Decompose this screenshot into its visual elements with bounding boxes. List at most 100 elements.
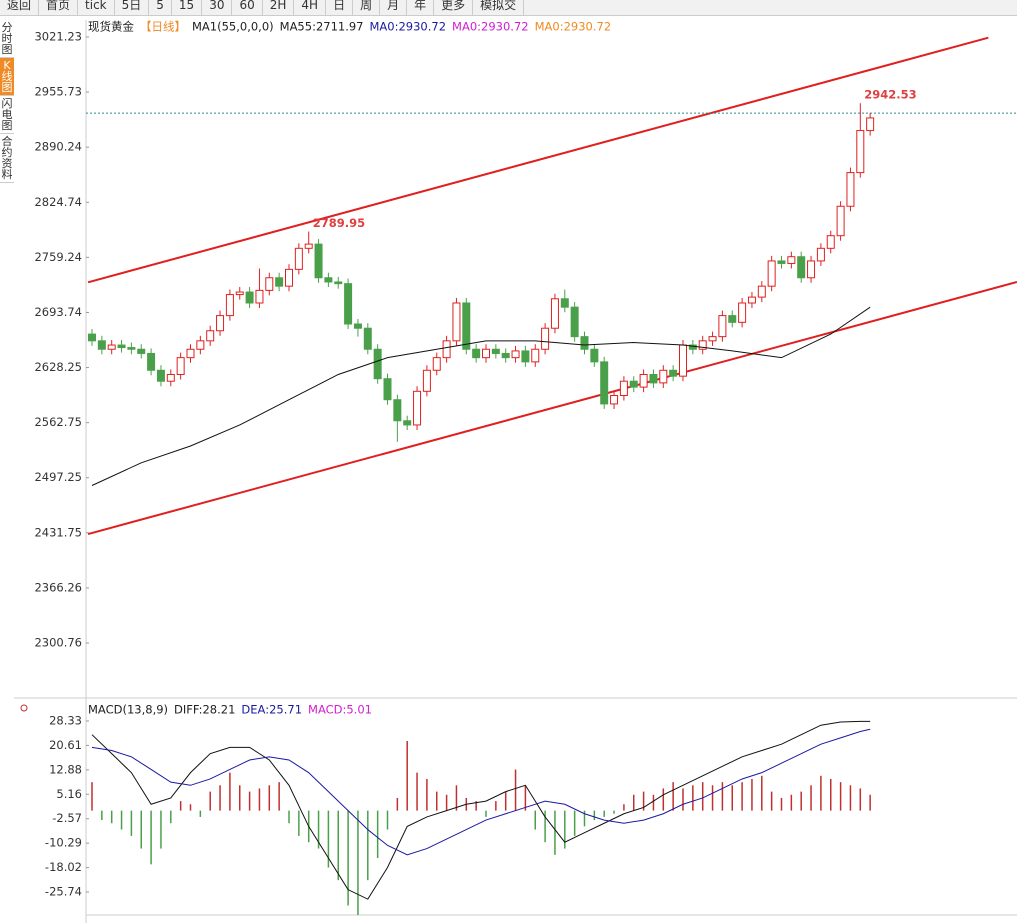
candle-body <box>659 369 668 384</box>
candle-body <box>225 294 234 317</box>
candle-body <box>442 340 451 359</box>
side-tab[interactable]: 闪电图 <box>0 97 14 134</box>
y-tick-label: 20.61 <box>49 738 82 752</box>
y-tick-label: 2824.74 <box>34 195 82 209</box>
toolbar-button[interactable]: 月 <box>380 0 408 15</box>
toolbar-button[interactable]: 模拟交 <box>473 0 525 15</box>
legend-text: DIFF:28.21 <box>174 703 235 717</box>
candle-body <box>334 281 343 285</box>
side-tab[interactable]: K线图 <box>0 58 14 96</box>
candle-body <box>393 399 402 422</box>
candle-body <box>639 373 648 388</box>
y-tick-label: -18.02 <box>45 860 82 874</box>
candle-body <box>856 130 865 174</box>
candle-body <box>422 369 431 392</box>
candle-body <box>413 390 422 426</box>
toolbar-button[interactable]: 5 <box>149 0 172 15</box>
candle-body <box>679 344 687 377</box>
toolbar-button[interactable]: 首页 <box>39 0 79 15</box>
side-tab[interactable]: 分时图 <box>0 21 14 58</box>
candle-body <box>708 336 717 342</box>
legend-text: 现货黄金 <box>88 20 134 34</box>
candle-body <box>521 350 530 363</box>
candle-body <box>127 347 136 350</box>
candle-body <box>570 306 579 338</box>
toolbar-button[interactable]: 更多 <box>434 0 474 15</box>
y-tick-label: -10.29 <box>45 836 82 850</box>
candle-body <box>432 357 441 371</box>
toolbar-button[interactable]: 15 <box>172 0 203 15</box>
candle-body <box>501 352 510 359</box>
candle-body <box>166 373 175 382</box>
candle-body <box>511 350 520 359</box>
candle-body <box>718 315 727 338</box>
candle-body <box>757 285 766 298</box>
high-label: 2942.53 <box>864 88 916 102</box>
trendline <box>87 36 989 284</box>
candle-body <box>531 348 540 363</box>
candle-body <box>669 369 678 377</box>
toolbar-button[interactable]: 5日 <box>115 0 150 15</box>
candle-body <box>304 243 313 249</box>
toolbar-button[interactable]: 4H <box>294 0 327 15</box>
candle-body <box>816 247 825 262</box>
candle-body <box>728 315 737 323</box>
candle-body <box>452 302 461 342</box>
legend-text: MACD(13,8,9) <box>88 703 168 717</box>
legend-text: MA0:2930.72 <box>452 20 529 34</box>
y-tick-label: 3021.23 <box>34 30 82 44</box>
candle-body <box>619 380 628 397</box>
legend-text: 【日线】 <box>140 20 186 34</box>
toolbar-button[interactable]: 周 <box>353 0 381 15</box>
candle-body <box>866 117 875 132</box>
candle-body <box>738 302 747 323</box>
y-tick-label: 12.88 <box>49 762 82 776</box>
candle-body <box>353 323 362 329</box>
candle-body <box>747 296 756 304</box>
y-tick-label: -25.74 <box>45 885 82 899</box>
y-tick-label: 2562.75 <box>34 415 82 429</box>
candle-body <box>472 348 481 359</box>
candle-body <box>600 361 609 405</box>
candle-body <box>176 357 185 375</box>
y-tick-label: 2366.26 <box>34 580 82 594</box>
toolbar-button[interactable]: tick <box>78 0 115 15</box>
toolbar-button[interactable]: 60 <box>232 0 263 15</box>
candle-body <box>541 327 550 350</box>
side-tab[interactable]: 合约资料 <box>0 135 14 183</box>
candle-body <box>797 256 806 279</box>
candle-body <box>186 348 195 359</box>
toolbar-button[interactable]: 返回 <box>0 0 40 15</box>
side-tabs: 分时图 K线图 闪电图 合约资料 <box>0 20 14 183</box>
candle-body <box>275 277 284 287</box>
candle-body <box>156 369 165 382</box>
diff-line <box>91 720 871 900</box>
y-tick-label: 2759.24 <box>34 250 82 264</box>
candle-body <box>294 247 303 270</box>
candle-body <box>688 344 697 350</box>
candle-body <box>590 348 599 363</box>
candle-body <box>383 378 392 401</box>
toolbar-button[interactable]: 日 <box>326 0 354 15</box>
trendline <box>87 280 1017 536</box>
candle-body <box>216 315 225 332</box>
candle-body <box>235 291 244 296</box>
toolbar-button[interactable]: 年 <box>407 0 435 15</box>
candle-body <box>255 289 264 304</box>
ma55-line <box>91 306 871 486</box>
legend-text: DEA:25.71 <box>241 703 302 717</box>
candle-body <box>787 256 796 264</box>
candle-body <box>629 380 638 388</box>
y-tick-label: 28.33 <box>49 714 82 728</box>
toolbar-button[interactable]: 30 <box>202 0 233 15</box>
candle-body <box>846 172 855 207</box>
legend-text: MA55:2711.97 <box>280 20 364 34</box>
y-tick-label: 5.16 <box>56 787 82 801</box>
candle-body <box>550 298 559 329</box>
candle-body <box>196 340 205 350</box>
toolbar-button[interactable]: 2H <box>263 0 295 15</box>
y-tick-label: 2431.75 <box>34 525 82 539</box>
candle-body <box>610 395 619 405</box>
